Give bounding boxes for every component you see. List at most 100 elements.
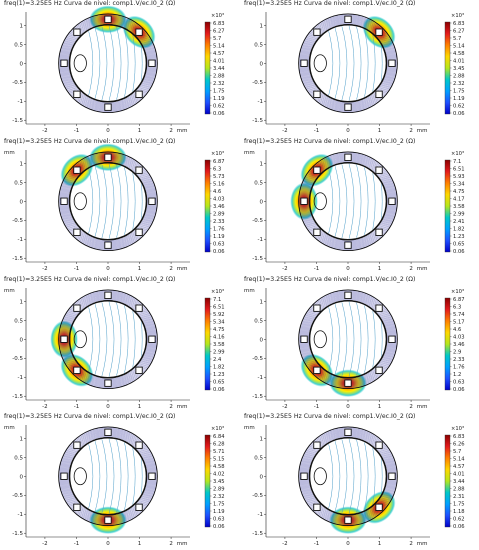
colorbar-tick-label: 2.89 [213,486,225,492]
electrode [73,503,81,511]
y-tick-label: -1 [18,375,23,381]
x-axis-label: mm [177,128,188,134]
y-tick-label: 0.5 [14,318,23,324]
plot-panel-6: freq(1)=3.25E5 Hz Curva de nivel: comp1.… [240,276,479,413]
interior-contour [363,163,369,239]
electrode [73,90,81,98]
x-tick-label: 2 [409,266,413,272]
contour-ring [299,291,397,388]
electrode [300,472,308,480]
y-tick-label: -1 [18,512,23,518]
electrode [73,166,81,174]
contour-ring [59,153,157,250]
colorbar-tick-label: 5.14 [453,43,465,49]
electrode [375,366,383,374]
interior-contour [348,25,355,101]
y-tick-label: 0.5 [254,455,263,461]
x-tick-label: 1 [138,266,142,272]
interior-contour [355,163,362,239]
colorbar-tick-label: 1.75 [453,501,465,507]
y-tick-label: 1 [260,161,264,167]
y-tick-label: -1 [258,99,263,105]
colorbar-tick-label: 6.84 [213,434,225,440]
x-tick-label: 1 [138,404,142,410]
electrode [344,379,352,387]
x-tick-label: -2 [42,541,47,547]
x-tick-label: 0 [106,266,110,272]
electrode [313,503,321,511]
interior-contour [108,438,115,514]
colorbar-tick-label: 5.71 [213,449,225,455]
inner-electrode [313,192,327,211]
electrode [344,428,352,436]
electrode [375,503,383,511]
x-tick-label: -1 [74,266,79,272]
x-tick-label: 0 [346,404,350,410]
x-tick-label: 2 [169,128,173,134]
colorbar-tick-label: 2.4 [213,357,222,363]
y-tick-label: 0.5 [254,180,263,186]
colorbar-tick-label: 6.3 [213,166,221,172]
x-tick-label: -2 [282,404,287,410]
y-tick-label: 0 [20,474,24,480]
colorbar-tick-label: 6.87 [453,297,465,303]
interior-contour [93,438,101,514]
colorbar-tick-label: 5.17 [453,319,465,325]
interior-contour [355,301,362,377]
colorbar-gradient [444,297,451,391]
colorbar-tick-label: 0.62 [453,516,465,522]
plot-svg: -2 -1 0 1 2 mm 1 0.5 0 -0.5 -1 -1.5 mm ×10³ 6.876.3 5.7… [4,143,225,272]
interior-contour [123,301,129,377]
colorbar-tick-label: 5.14 [453,456,465,462]
colorbar-tick-label: 2.32 [453,81,465,87]
plot-title: freq(1)=3.25E5 Hz Curva de nivel: comp1.… [4,138,176,145]
electrode [60,472,68,480]
interior-contour [326,25,334,101]
colorbar-tick-label: 4.6 [213,189,221,195]
y-tick-label: 0 [20,337,24,343]
electrode [73,441,81,449]
x-tick-label: 0 [106,128,110,134]
colorbar-tick-label: 5.15 [213,456,225,462]
colorbar-tick-label: 4.6 [453,327,461,333]
colorbar-tick-label: 0.65 [453,241,465,247]
electrode [388,335,396,343]
colorbar-tick-label: 4.75 [453,189,465,195]
x-tick-label: -1 [314,128,319,134]
contour-ring [307,436,389,517]
electrode [135,166,143,174]
contour-ring [67,161,149,242]
electrode [104,15,112,23]
electrode [60,197,68,205]
y-tick-label: 1 [260,299,264,305]
colorbar-tick-label: 1.75 [213,501,225,507]
contour-ring [298,290,398,389]
electrode [300,335,308,343]
colorbar-gradient [204,21,211,115]
colorbar-tick-label: 5.34 [453,181,465,187]
y-tick-label: -0.5 [12,218,23,224]
colorbar-tick-label: 4.03 [213,196,225,202]
colorbar-tick-label: 0.63 [213,516,225,522]
y-tick-label: -1 [258,237,263,243]
y-tick-label: 0 [260,474,264,480]
inner-ring [68,299,148,379]
plot-svg: -2 -1 0 1 2 mm 1 0.5 0 -0.5 -1 -1.5 mm ×10³ 7.16.51 5.9… [4,288,225,410]
colorbar-tick-label: 5.92 [213,312,225,318]
colorbar-tick-label: 5.74 [453,312,465,318]
y-tick-label: -1.5 [12,118,23,124]
interior-contour [333,25,341,101]
x-axis-label: mm [417,404,428,410]
y-tick-label: -0.5 [12,493,23,499]
outer-boundary [58,151,158,252]
colorbar: ×10³6.876.35.735.164.64.033.462.892.331.… [204,151,225,255]
colorbar-tick-label: 0.63 [213,241,225,247]
electrode [104,516,112,524]
contour-ring [307,23,389,104]
contour-ring [59,15,157,112]
interior-contour [326,301,334,377]
inner-electrode [313,330,327,349]
electrode [313,441,321,449]
interior-contour [115,438,122,514]
colorbar: ×10³6.836.275.75.144.584.013.452.882.321… [444,13,465,117]
